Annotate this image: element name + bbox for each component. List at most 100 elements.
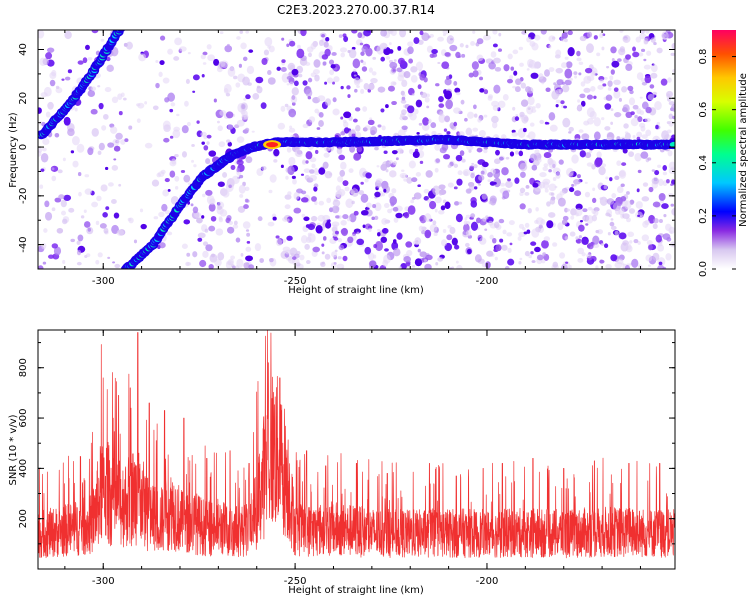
heatmap-speckle [597, 84, 604, 90]
heatmap-speckle [575, 208, 583, 217]
heatmap-speckle [574, 75, 578, 79]
heatmap-speckle [343, 127, 350, 134]
heatmap-speckle [509, 75, 514, 80]
heatmap-speckle [245, 246, 252, 252]
heatmap-speckle [267, 45, 271, 49]
heatmap-speckle [417, 184, 422, 188]
heatmap-speckle [317, 95, 326, 102]
heatmap-speckle [628, 208, 636, 214]
heatmap-speckle [544, 188, 549, 193]
heatmap-speckle [624, 131, 629, 134]
heatmap-speckle [587, 31, 593, 38]
heatmap-speckle [667, 77, 672, 83]
heatmap-speckle [222, 172, 228, 178]
heatmap-speckle [586, 107, 595, 118]
heatmap-speckle [164, 97, 170, 103]
heatmap-speckle [349, 145, 356, 153]
heatmap-speckle [444, 78, 452, 86]
heatmap-speckle [606, 65, 610, 69]
heatmap-speckle [493, 221, 500, 229]
heatmap-speckle [421, 123, 430, 131]
heatmap-speckle [636, 72, 644, 81]
heatmap-speckle [368, 227, 372, 233]
heatmap-speckle [500, 245, 506, 249]
heatmap-speckle [437, 61, 441, 65]
heatmap-speckle [393, 248, 401, 257]
heatmap-speckle [519, 187, 526, 193]
heatmap-speckle [465, 242, 470, 248]
heatmap-speckle [470, 213, 476, 218]
heatmap-speckle [74, 107, 78, 112]
heatmap-speckle [54, 197, 62, 203]
snr-frame [37, 329, 676, 570]
heatmap-speckle [87, 57, 93, 61]
heatmap-speckle [324, 81, 328, 85]
heatmap-speckle [564, 56, 569, 60]
heatmap-speckle [288, 108, 297, 118]
heatmap-speckle [267, 77, 276, 85]
heatmap-speckle [546, 201, 551, 207]
trace-peak [266, 142, 279, 148]
heatmap-speckle [284, 249, 291, 255]
heatmap-speckle [652, 252, 660, 261]
heatmap-speckle [653, 218, 659, 224]
heatmap-speckle [164, 210, 170, 215]
heatmap-speckle [384, 248, 389, 252]
heatmap-speckle [583, 75, 592, 84]
heatmap-speckle [550, 192, 555, 196]
heatmap-speckle [476, 217, 481, 224]
heatmap-speckle [531, 164, 538, 171]
heatmap-speckle [614, 230, 619, 236]
heatmap-speckle [614, 261, 623, 269]
heatmap-speckle [362, 127, 368, 132]
heatmap-speckle [473, 113, 478, 118]
heatmap-speckle [332, 199, 341, 207]
heatmap-speckle [293, 191, 300, 200]
heatmap-speckle [331, 52, 337, 56]
heatmap-speckle [658, 261, 663, 266]
heatmap-speckle [334, 230, 339, 235]
heatmap-speckle [256, 86, 263, 94]
heatmap-speckle [199, 259, 207, 268]
heatmap-speckle [335, 191, 341, 198]
heatmap-speckle [342, 119, 347, 124]
heatmap-speckle [573, 179, 581, 185]
heatmap-speckle [483, 149, 488, 154]
heatmap-speckle [84, 188, 93, 195]
heatmap-speckle [324, 98, 332, 106]
heatmap-speckle [362, 61, 367, 66]
heatmap-speckle [562, 260, 571, 269]
heatmap-speckle [341, 227, 349, 237]
heatmap-speckle [442, 33, 446, 37]
heatmap-speckle [287, 191, 292, 196]
heatmap-speckle [586, 162, 593, 167]
colorbar: 0.0 0.2 0.4 0.6 0.8 Normalized spectral ampl… [698, 30, 749, 277]
heatmap-speckle [348, 168, 354, 173]
heatmap-speckle [43, 86, 52, 97]
heatmap-speckle [360, 88, 365, 94]
heatmap-speckle [400, 262, 407, 269]
heatmap-speckle [429, 223, 438, 233]
heatmap-speckle [569, 231, 576, 237]
heatmap-speckle [515, 78, 522, 86]
heatmap-speckle [192, 74, 200, 81]
heatmap-speckle [77, 60, 84, 65]
heatmap-speckle [247, 82, 252, 86]
heatmap-speckle [644, 219, 650, 226]
heatmap-speckle [444, 201, 451, 209]
heatmap-speckle [619, 30, 624, 33]
heatmap-speckle [543, 163, 549, 168]
heatmap-speckle [639, 96, 643, 99]
heatmap-speckle [370, 78, 378, 84]
heatmap-speckle [598, 166, 606, 176]
heatmap-speckle [407, 205, 416, 215]
trace-halo [116, 30, 126, 33]
heatmap-speckle [246, 232, 251, 237]
heatmap-speckle [454, 244, 460, 250]
heatmap-speckle [548, 112, 556, 121]
heatmap-speckle [155, 60, 159, 63]
heatmap-speckle [136, 103, 141, 107]
heatmap-speckle [381, 125, 386, 131]
heatmap-speckle [584, 152, 592, 159]
heatmap-speckle [525, 86, 532, 93]
